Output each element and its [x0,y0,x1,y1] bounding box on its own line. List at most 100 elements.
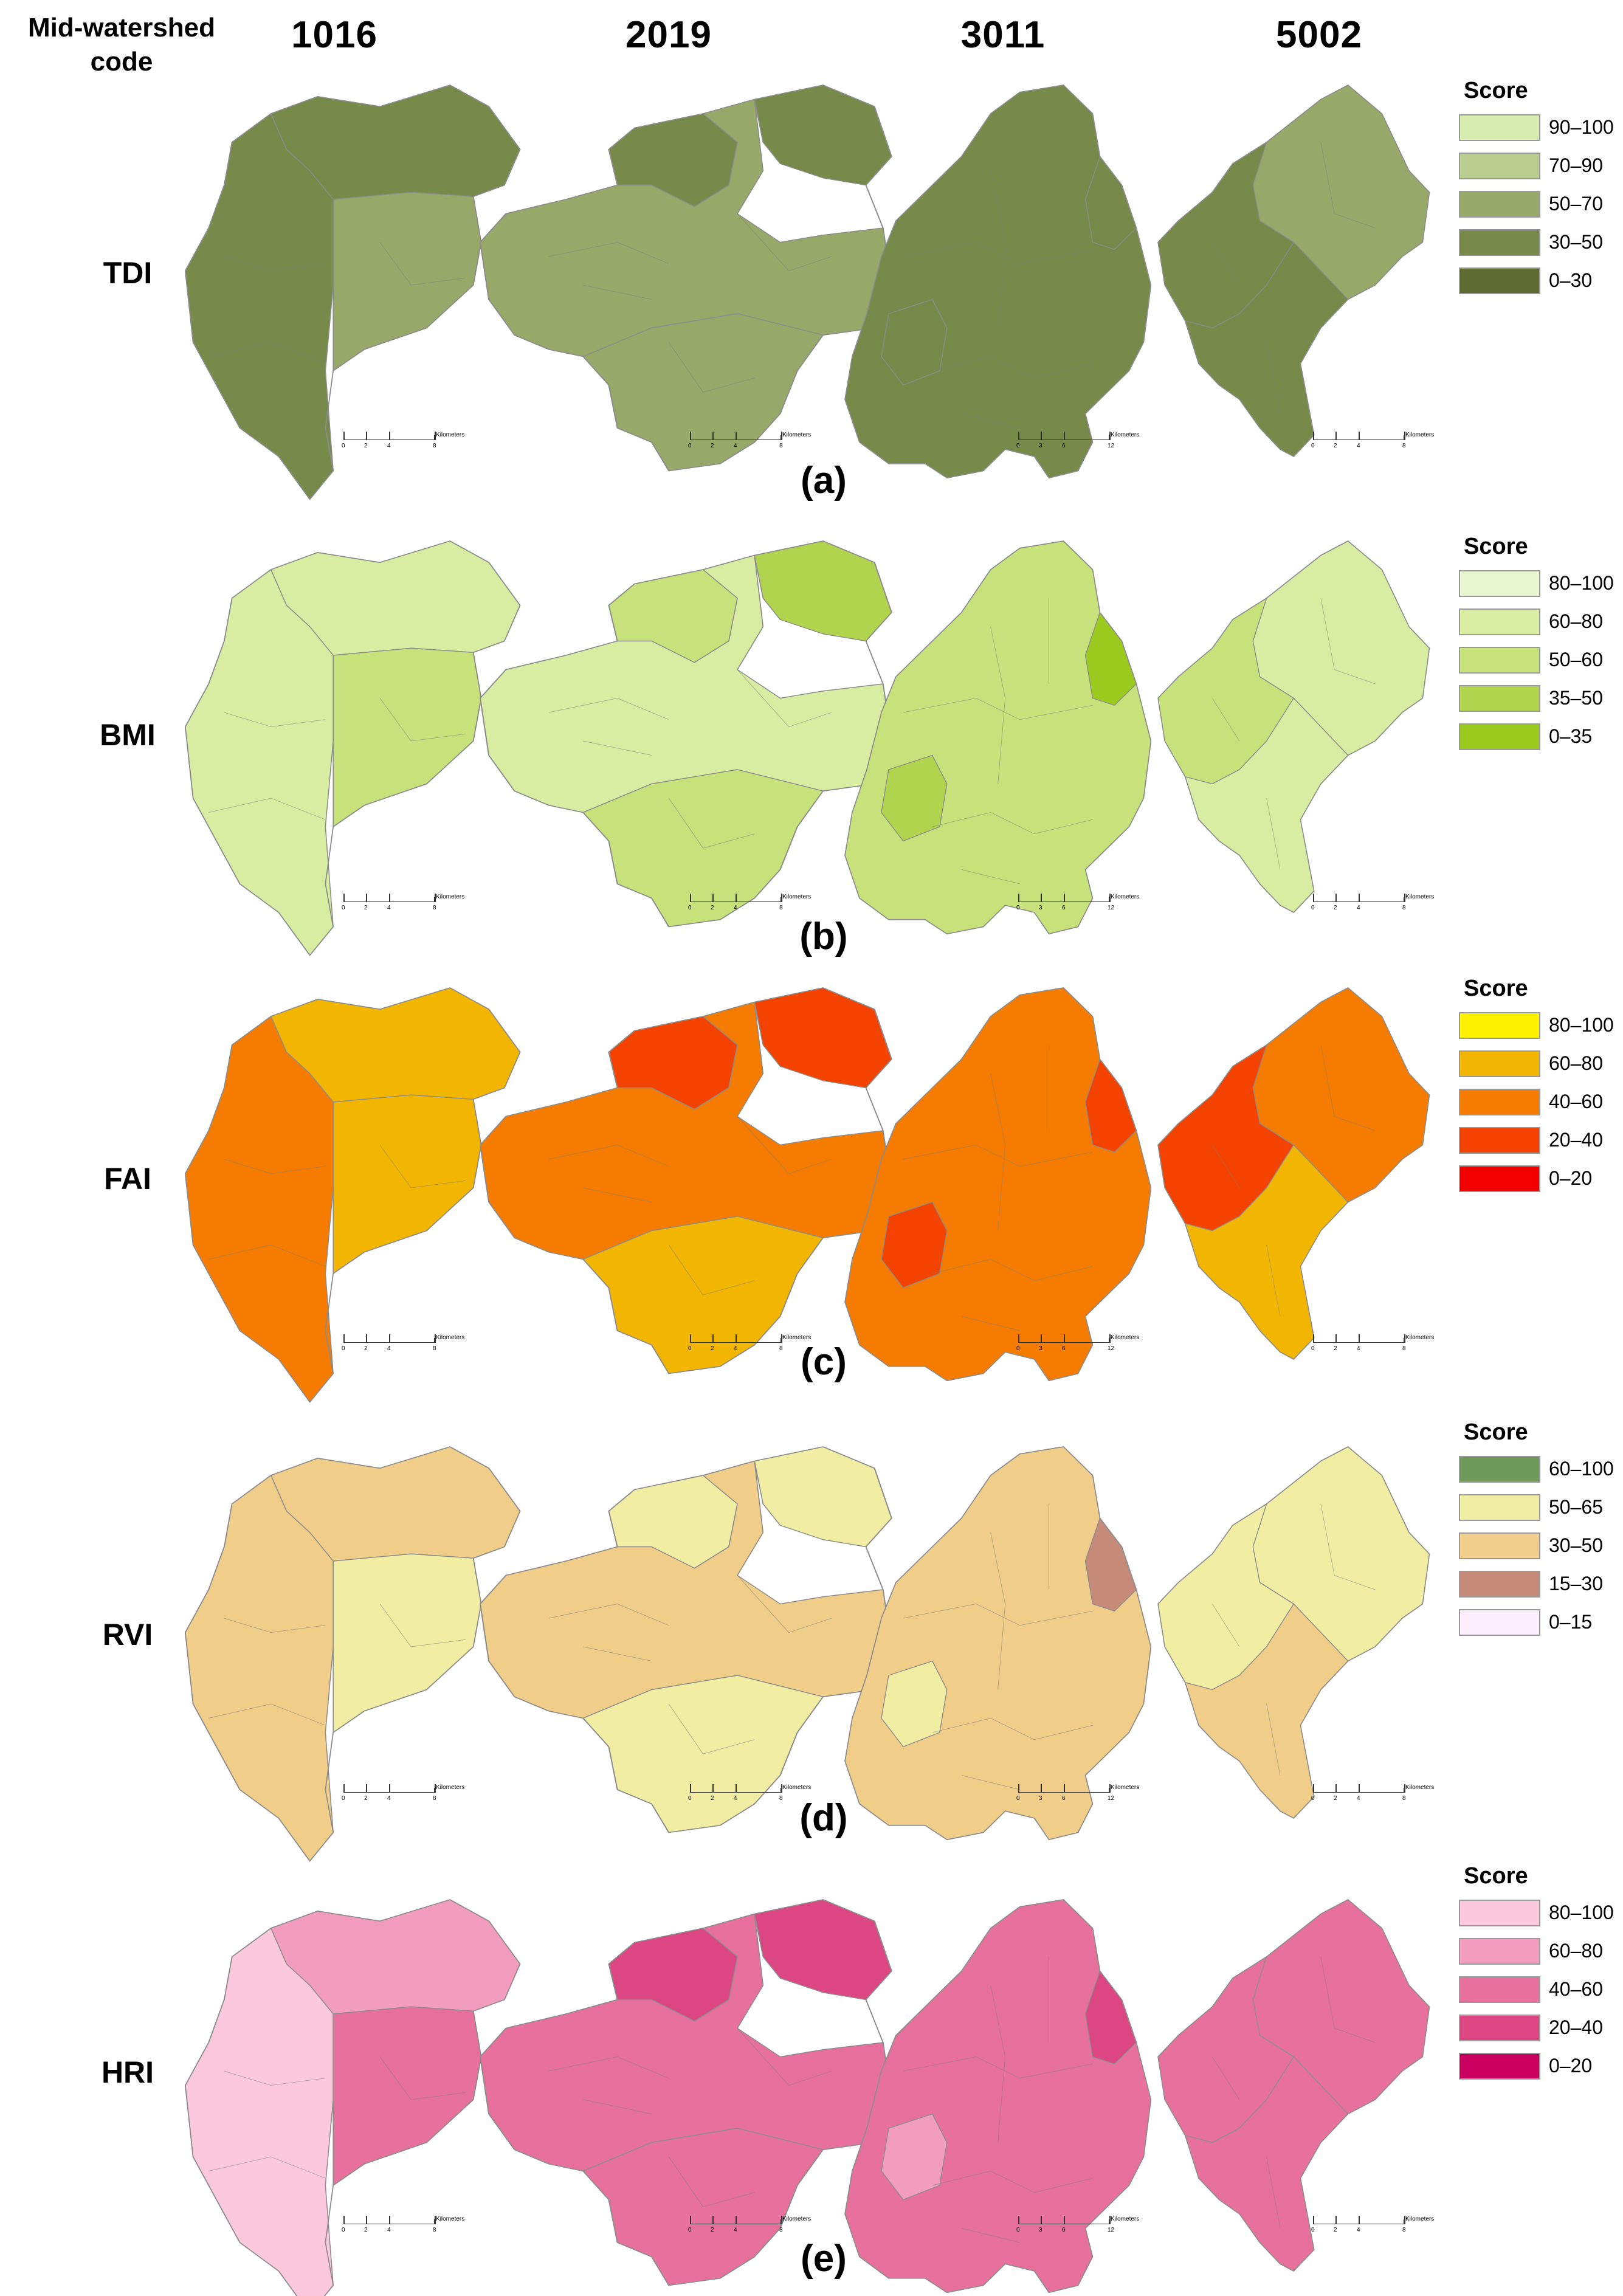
legend-hri: Score 80–100 60–80 40–60 20–40 0–20 [1459,1863,1617,2085]
scale-bar: 0 3 6 12 Kilometers [1016,1784,1139,1808]
legend-swatch [1459,684,1540,712]
scale-bar-tick-label: 2 [1334,905,1337,911]
corner-label-line2: code [90,47,153,77]
subwatershed-region [333,1094,482,1274]
scale-bar-tick [781,894,782,902]
scale-bar-tick-label: 4 [734,1795,737,1802]
scale-bar-tick [435,2216,436,2224]
watershed-map-bmi-5002 [1157,540,1430,914]
subwatershed-boundary [737,2028,832,2086]
scale-bar-tick [736,2216,737,2224]
corner-label-line1: Mid-watershed [27,13,216,43]
legend-item: 60–80 [1459,602,1617,641]
subwatershed-region [333,191,482,371]
subwatershed-boundary [990,170,1006,328]
watershed-outline [479,1446,892,1833]
subwatershed-boundary [1320,1956,1376,2043]
scale-bar: 0 3 6 12 Kilometers [1016,1334,1139,1359]
scale-bar-tick [389,1784,390,1793]
subwatershed-boundary [961,2228,1020,2243]
column-header-5002: 5002 [1276,14,1362,56]
subwatershed-boundary [379,1604,466,1647]
legend-label: 0–20 [1549,2055,1593,2077]
scale-bar-tick [1404,2216,1405,2224]
scale-bar-unit: Kilometers [1405,894,1435,900]
watershed-outline [184,84,521,500]
legend-title: Score [1464,534,1528,559]
subwatershed-boundary [583,740,652,756]
scale-bar-tick-label: 4 [387,1345,391,1352]
watershed-map-hri-1016 [184,1899,521,2296]
legend-swatch [1459,1937,1540,1965]
subwatershed-region [754,84,892,186]
subwatershed-boundary [1266,1244,1281,1317]
scale-bar-tick [1359,432,1360,440]
subwatershed-boundary [1320,598,1376,684]
subwatershed-boundary [1320,142,1376,229]
scale-bar-tick-label: 4 [387,1795,391,1802]
scale-bar-unit: Kilometers [782,1334,812,1341]
watershed-map-tdi-5002 [1157,84,1430,458]
scale-bar-tick-label: 12 [1108,2227,1115,2233]
scale-bar-tick-label: 4 [1357,1345,1360,1352]
scale-bar: 0 2 4 8 Kilometers [688,432,811,456]
scale-bar: 0 2 4 8 Kilometers [342,432,464,456]
subwatershed-boundary [583,1646,652,1661]
scale-bar-tick [389,1334,390,1343]
legend-tdi: Score 90–100 70–90 50–70 30–50 0–30 [1459,78,1617,300]
legend-label: 0–20 [1549,1167,1593,1189]
scale-bar-tick [781,1334,782,1343]
legend-swatch [1459,1494,1540,1521]
scale-bar-tick-label: 0 [1311,905,1315,911]
legend-item: 80–100 [1459,1006,1617,1044]
scale-bar-tick [1064,2216,1065,2224]
scale-bar-tick [1109,2216,1111,2224]
scale-bar-tick [1064,1334,1065,1343]
subwatershed-boundary [379,698,466,742]
scale-bar-tick [389,894,390,902]
scale-bar-unit: Kilometers [782,1784,812,1791]
scale-bar-tick-label: 8 [1402,443,1406,449]
legend-swatch [1459,2014,1540,2041]
subwatershed-region [881,2113,948,2201]
scale-bar-tick [1041,1334,1042,1343]
legend-bmi: Score 80–100 60–80 50–60 35–50 0–35 [1459,534,1617,756]
scale-bar-tick-label: 0 [688,2227,692,2233]
subwatershed-boundary [583,1187,652,1202]
scale-bar-unit: Kilometers [1405,432,1435,438]
scale-bar-tick [690,432,691,440]
legend-label: 90–100 [1549,116,1614,138]
scale-bar-tick-label: 2 [1334,2227,1337,2233]
subwatershed-boundary [208,1244,326,1267]
scale-bar-tick-label: 2 [711,443,714,449]
scale-bar-tick-label: 0 [1016,443,1020,449]
scale-bar-tick-label: 8 [779,905,783,911]
scale-bar: 0 2 4 8 Kilometers [688,1334,811,1359]
scale-bar-tick-label: 8 [779,2227,783,2233]
legend-title: Score [1464,1419,1528,1445]
scale-bar-unit: Kilometers [1405,2216,1435,2222]
watershed-outline [844,84,1152,479]
subwatershed-boundary [961,869,1020,884]
scale-bar-tick [1335,432,1337,440]
scale-bar: 0 2 4 8 Kilometers [688,2216,811,2240]
scale-bar-tick-label: 8 [433,1345,436,1352]
subwatershed-boundary [583,284,652,300]
scale-bar-tick [1335,1334,1337,1343]
watershed-map-bmi-3011 [844,540,1152,935]
subwatershed-region [754,1446,892,1548]
scale-bar-tick-label: 0 [342,905,345,911]
scale-bar-tick [1018,432,1019,440]
scale-bar-unit: Kilometers [436,432,465,438]
legend-label: 60–80 [1549,1940,1603,1962]
subwatershed-boundary [932,356,1093,379]
scale-bar-tick [389,432,390,440]
legend-label: 40–60 [1549,1091,1603,1112]
subwatershed-boundary [379,242,466,286]
scale-bar: 0 2 4 8 Kilometers [342,1784,464,1808]
legend-label: 50–60 [1549,649,1603,671]
row-label-hri: HRI [101,2055,154,2089]
watershed-outline [844,1446,1152,1841]
corner-label: Mid-watershed code [0,11,243,79]
